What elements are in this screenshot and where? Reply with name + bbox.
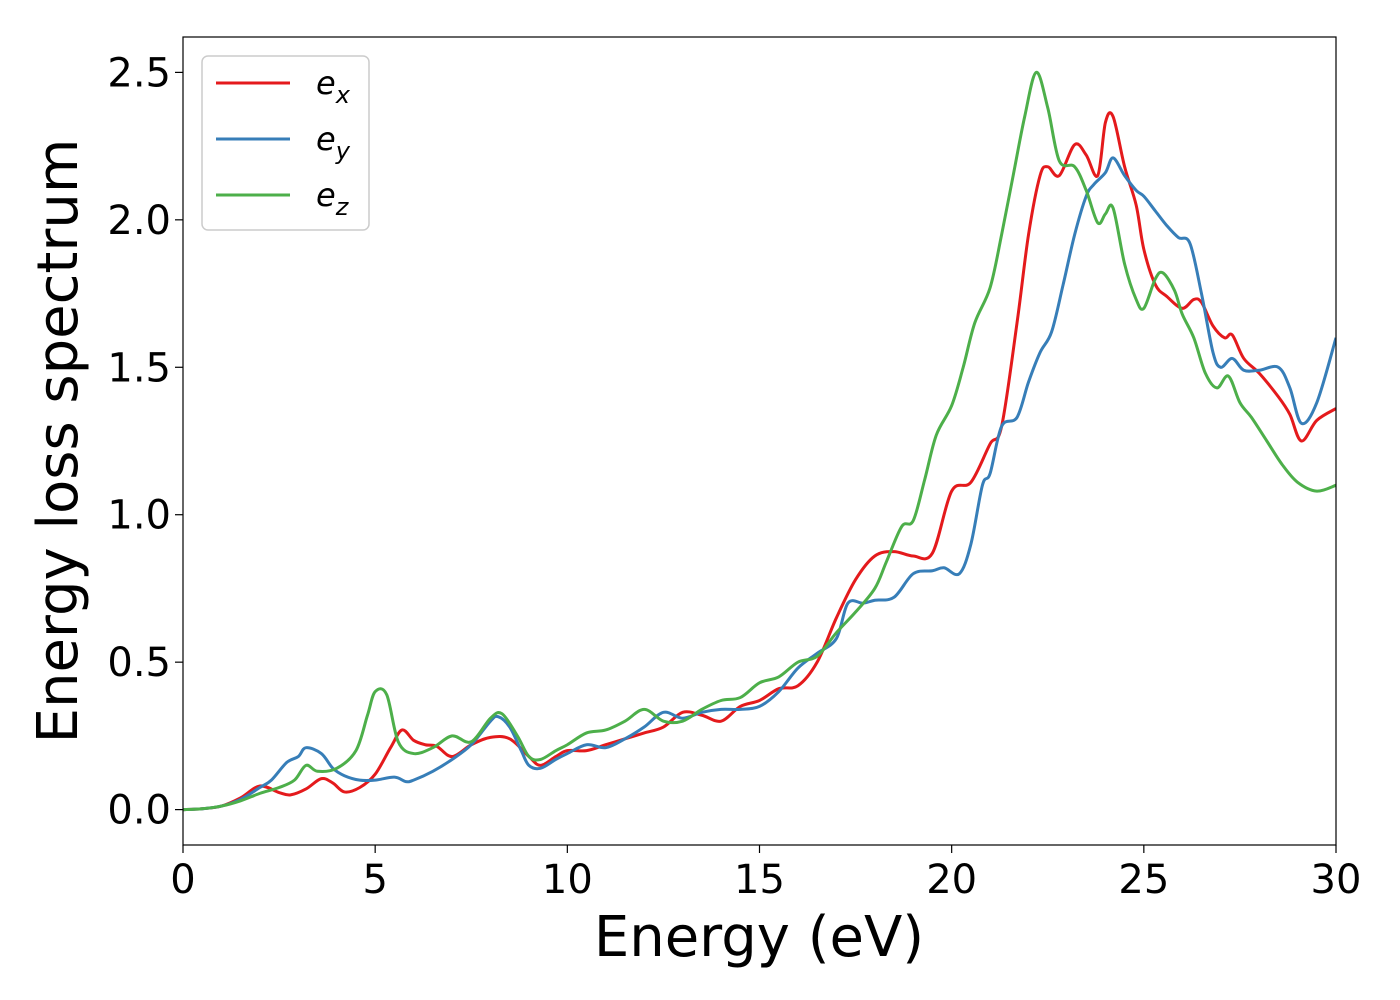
legend-box: [201, 55, 370, 231]
x-axis-ticks: 0 5 10 15 20 25 30: [170, 845, 1361, 903]
y-tick-label: 1.0: [107, 493, 171, 539]
y-tick-label: 2.5: [107, 50, 171, 96]
y-tick-label: 1.5: [107, 345, 171, 391]
legend: ex ey ez: [201, 55, 370, 231]
legend-label-x: ex: [316, 64, 351, 109]
y-tick-label: 2.0: [107, 198, 171, 244]
y-axis-ticks: 0.0 0.5 1.0 1.5 2.0 2.5: [107, 50, 183, 834]
y-tick-label: 0.5: [107, 640, 171, 686]
x-tick-label: 5: [362, 857, 387, 903]
x-axis-label: Energy (eV): [594, 905, 924, 970]
x-tick-label: 30: [1311, 857, 1362, 903]
y-tick-label: 0.0: [107, 788, 171, 834]
series-line-e-z: [183, 70, 1336, 812]
legend-label-z: ez: [316, 176, 350, 221]
x-tick-label: 25: [1118, 857, 1169, 903]
series-line-e-y: [183, 156, 1336, 812]
x-tick-label: 10: [542, 857, 593, 903]
x-tick-label: 15: [734, 857, 785, 903]
series-layer: [183, 70, 1336, 812]
legend-label-y: ey: [316, 120, 351, 165]
y-axis-label: Energy loss spectrum: [26, 139, 91, 744]
x-tick-label: 0: [170, 857, 195, 903]
x-tick-label: 20: [926, 857, 977, 903]
